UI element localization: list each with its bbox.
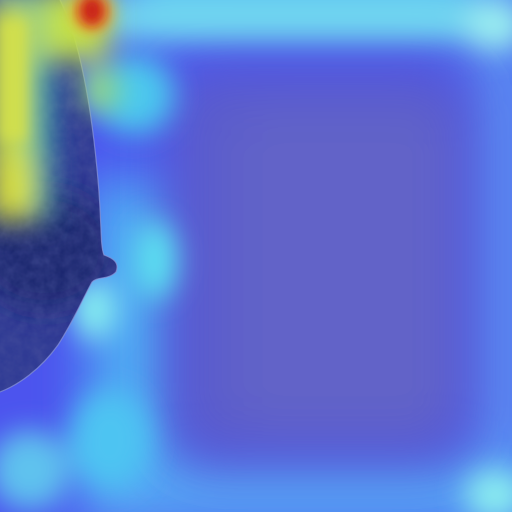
heatmap-low-region — [170, 70, 470, 460]
heatmap-hotspot — [66, 0, 118, 38]
